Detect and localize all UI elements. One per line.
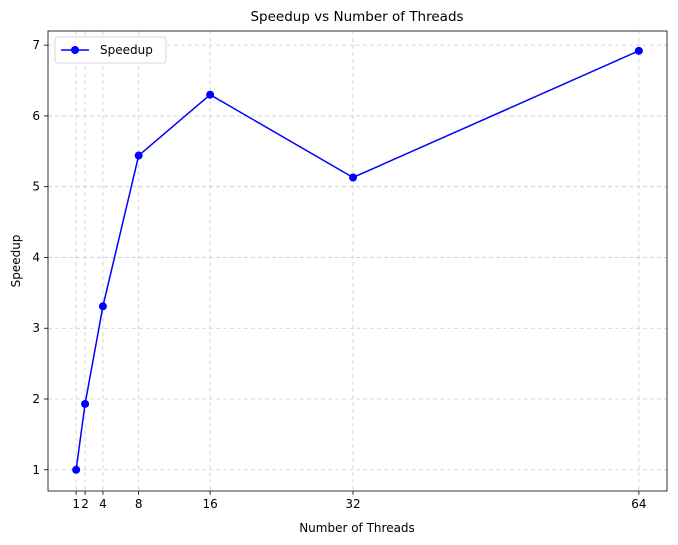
y-tick-label: 1	[32, 463, 40, 477]
x-tick-label: 2	[81, 497, 89, 511]
x-tick-label: 8	[135, 497, 143, 511]
data-point	[72, 465, 81, 474]
x-tick-label: 16	[202, 497, 217, 511]
y-axis: 1 2 3 4 5 6 7	[32, 38, 48, 477]
data-point	[206, 90, 215, 99]
legend: Speedup	[54, 36, 167, 64]
legend-marker-swatch	[71, 46, 79, 54]
x-axis: 1 2 4 8 16 32 64	[72, 491, 647, 511]
y-tick-label: 7	[32, 38, 40, 52]
data-point	[349, 173, 358, 182]
x-tick-label: 1	[72, 497, 80, 511]
x-tick-label: 64	[631, 497, 646, 511]
y-axis-label: Speedup	[9, 235, 23, 288]
series-line	[75, 50, 640, 470]
y-tick-label: 2	[32, 392, 40, 406]
y-tick-label: 4	[32, 250, 40, 264]
plot-frame	[47, 30, 668, 492]
y-tick-label: 3	[32, 321, 40, 335]
x-tick-label: 32	[345, 497, 360, 511]
data-point	[134, 151, 143, 160]
series-layer	[72, 46, 643, 474]
data-point	[634, 46, 643, 55]
y-tick-label: 6	[32, 109, 40, 123]
x-axis-label: Number of Threads	[299, 521, 415, 535]
chart-title: Speedup vs Number of Threads	[250, 9, 463, 25]
x-tick-label: 4	[99, 497, 107, 511]
grid	[48, 31, 667, 491]
legend-box	[54, 36, 167, 64]
y-tick-label: 5	[32, 180, 40, 194]
legend-label: Speedup	[100, 43, 153, 57]
data-point	[81, 399, 90, 408]
data-point	[98, 302, 107, 311]
